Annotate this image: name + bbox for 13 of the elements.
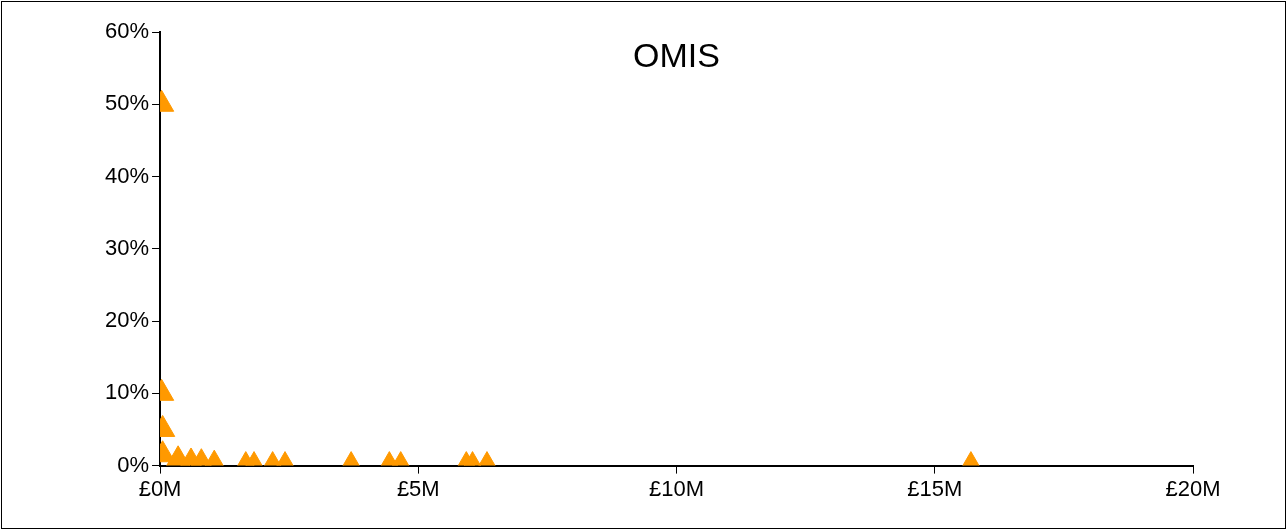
x-tick-label: £5M [396,475,440,501]
x-tick-label: £20M [1165,475,1221,501]
y-tick-label: 50% [104,90,150,116]
x-tick-label: £0M [138,475,182,501]
y-tick-label: 30% [104,234,150,260]
y-tick-label: 60% [104,18,150,44]
x-tick-label: £15M [907,475,963,501]
y-tick-label: 20% [104,307,150,333]
chart-title: OMIS [633,36,720,75]
y-tick-label: 40% [104,162,150,188]
y-tick-label: 0% [117,451,150,477]
x-tick-label: £10M [648,475,705,501]
y-tick-label: 10% [104,379,150,405]
